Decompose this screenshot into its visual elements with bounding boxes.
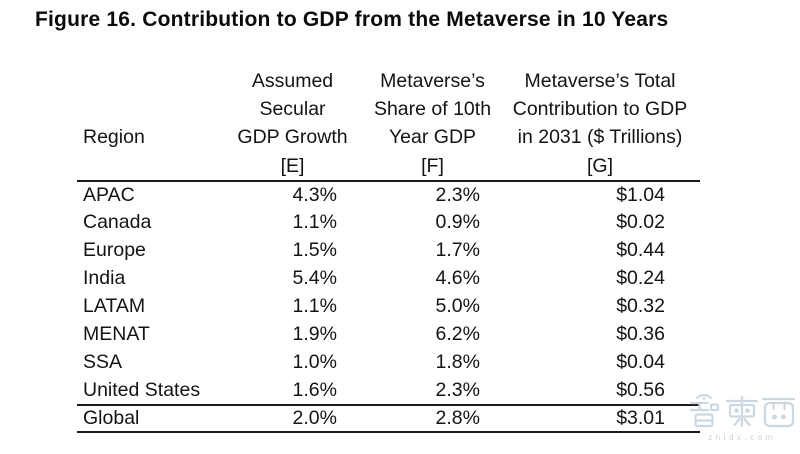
cell-total-contribution: $0.32 — [616, 295, 665, 318]
cell-total-contribution: $0.24 — [616, 267, 665, 290]
header-region: Region — [77, 67, 220, 182]
cell-region: Europe — [83, 239, 146, 262]
cell-metaverse-share: 1.7% — [435, 239, 480, 262]
header-line: in 2031 ($ Trillions) — [517, 126, 683, 149]
cell-region: MENAT — [83, 323, 150, 346]
table-row: Canada 1.1% 0.9% $0.02 — [77, 209, 700, 237]
cell-total-contribution: $0.04 — [616, 351, 665, 374]
cell-metaverse-share: 5.0% — [435, 295, 480, 318]
cell-region: Canada — [83, 211, 152, 234]
cell-secular-gdp-growth: 2.0% — [220, 403, 365, 433]
table-row: United States 1.6% 2.3% $0.56 — [77, 377, 700, 405]
header-line: Secular — [259, 98, 326, 121]
zhidx-watermark-url: zhidx.com — [708, 433, 776, 442]
header-metaverse-share: Metaverse’s Share of 10th Year GDP [F] — [365, 67, 500, 182]
cell-secular-gdp-growth: 4.3% — [292, 183, 337, 206]
header-line: Year GDP — [388, 126, 477, 149]
header-line — [77, 95, 220, 123]
zhidx-watermark: zhidx.com — [686, 392, 798, 450]
gdp-contribution-table: Region Assumed Secular GDP Growth [E] Me… — [77, 67, 700, 433]
cell-metaverse-share: 1.8% — [435, 351, 480, 374]
cell-total-contribution: $1.04 — [616, 183, 665, 206]
header-line — [77, 67, 220, 95]
cell-secular-gdp-growth: 1.0% — [292, 351, 337, 374]
header-line: Assumed — [251, 70, 334, 92]
header-line: Metaverse’s — [380, 70, 485, 92]
cell-metaverse-share: 6.2% — [435, 323, 480, 346]
cell-metaverse-share: 4.6% — [435, 267, 480, 290]
cell-secular-gdp-growth: 1.1% — [292, 295, 337, 318]
cell-region: APAC — [83, 183, 135, 206]
header-line: GDP Growth — [237, 126, 348, 149]
table-row: LATAM 1.1% 5.0% $0.32 — [77, 293, 700, 321]
header-line: [G] — [586, 154, 613, 177]
table-row: Europe 1.5% 1.7% $0.44 — [77, 237, 700, 265]
table-row: India 5.4% 4.6% $0.24 — [77, 265, 700, 293]
table-row: APAC 4.3% 2.3% $1.04 — [77, 181, 700, 209]
header-line: Share of 10th — [373, 98, 492, 121]
cell-secular-gdp-growth: 1.9% — [292, 323, 337, 346]
cell-secular-gdp-growth: 1.6% — [292, 378, 337, 401]
cell-metaverse-share: 2.3% — [435, 183, 480, 206]
cell-secular-gdp-growth: 1.5% — [292, 239, 337, 262]
cell-region: LATAM — [83, 295, 146, 318]
cell-region: India — [83, 267, 126, 290]
cell-secular-gdp-growth: 5.4% — [292, 267, 337, 290]
cell-total-contribution: $0.44 — [616, 239, 665, 262]
cell-metaverse-share: 2.3% — [435, 378, 480, 401]
table-row: MENAT 1.9% 6.2% $0.36 — [77, 321, 700, 349]
cell-total-contribution: $0.02 — [616, 211, 665, 234]
header-line: Contribution to GDP — [512, 98, 688, 121]
cell-total-contribution: $3.01 — [500, 403, 700, 433]
cell-metaverse-share: 2.8% — [365, 403, 500, 433]
header-line: Region — [83, 126, 145, 149]
header-line — [77, 152, 220, 180]
table-total-row: Global 2.0% 2.8% $3.01 — [77, 403, 700, 433]
cell-region: Global — [77, 403, 220, 433]
header-secular-gdp-growth: Assumed Secular GDP Growth [E] — [220, 67, 365, 182]
header-line: Metaverse’s Total — [524, 70, 676, 92]
cell-metaverse-share: 0.9% — [435, 211, 480, 234]
table-header-row: Region Assumed Secular GDP Growth [E] Me… — [77, 67, 700, 182]
table-row: SSA 1.0% 1.8% $0.04 — [77, 349, 700, 377]
cell-region: United States — [83, 378, 201, 401]
cell-total-contribution: $0.36 — [616, 323, 665, 346]
cell-total-contribution: $0.56 — [616, 378, 665, 401]
header-line: [E] — [280, 154, 305, 177]
header-total-contribution: Metaverse’s Total Contribution to GDP in… — [500, 67, 700, 182]
cell-secular-gdp-growth: 1.1% — [292, 211, 337, 234]
figure-title: Figure 16. Contribution to GDP from the … — [35, 8, 669, 31]
cell-region: SSA — [83, 351, 123, 374]
header-line: [F] — [421, 154, 444, 177]
zhidx-logo-icon — [689, 393, 795, 428]
